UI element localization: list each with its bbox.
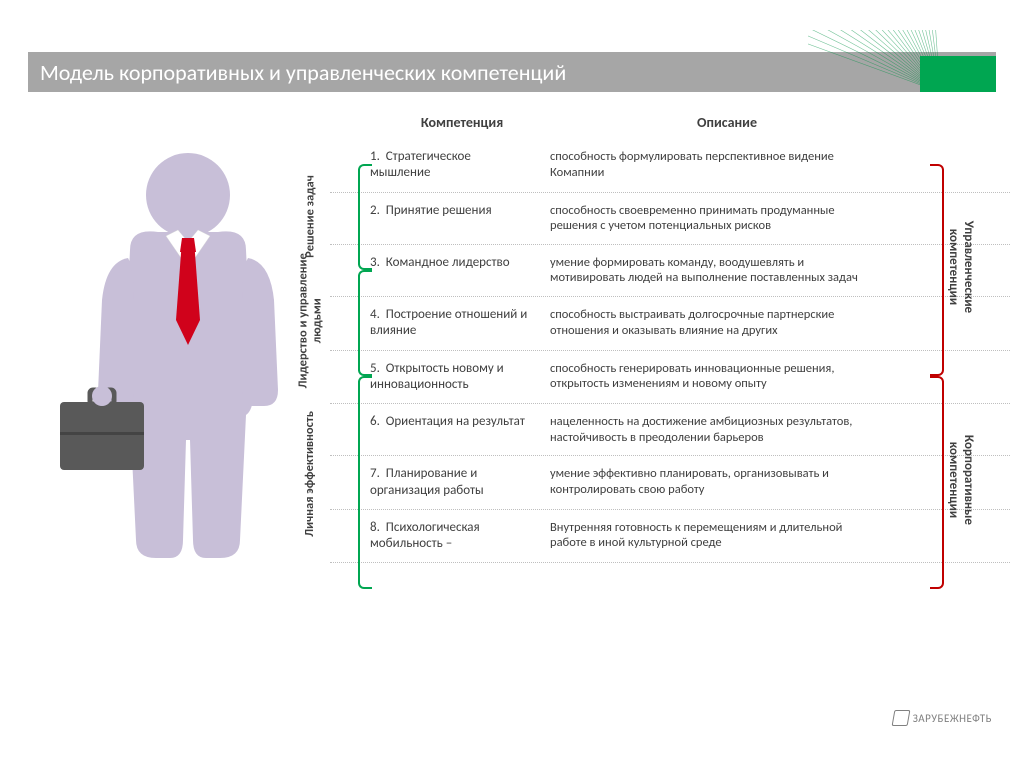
competency-table: Компетенция Описание 1. Стратегическое м… (330, 114, 1010, 563)
table-row: 3. Командное лидерствоумение формировать… (330, 245, 1010, 297)
left-group-label: Лидерство и управление людьми (296, 251, 324, 391)
competency-desc: способность формулировать перспективное … (542, 149, 882, 180)
table-row: 2. Принятие решенияспособность своевреме… (330, 193, 1010, 245)
table-row: 7. Планирование и организация работыумен… (330, 456, 1010, 510)
company-logo: ЗАРУБЕЖНЕФТЬ (893, 710, 992, 726)
decorative-fan (808, 30, 938, 98)
table-row: 6. Ориентация на результатнацеленность н… (330, 404, 1010, 456)
competency-desc: способность генерировать инновационные р… (542, 361, 882, 392)
left-bracket (358, 164, 372, 270)
competency-desc: способность выстраивать долгосрочные пар… (542, 307, 882, 338)
competency-desc: способность своевременно принимать проду… (542, 203, 882, 234)
header-description: Описание (562, 114, 892, 131)
left-bracket (358, 270, 372, 376)
competency-desc: Внутренняя готовность к перемещениям и д… (542, 520, 882, 551)
right-group-label: Управленческие компетенции (945, 187, 975, 347)
accent-green-box (920, 56, 996, 92)
logo-icon (891, 710, 910, 726)
right-bracket (930, 376, 944, 589)
table-row: 8. Психологическая мобильность –Внутренн… (330, 510, 1010, 564)
right-bracket (930, 164, 944, 376)
left-group-label: Личная эффективность (303, 403, 317, 543)
table-row: 1. Стратегическое мышлениеспособность фо… (330, 139, 1010, 193)
slide: Модель корпоративных и управленческих ко… (28, 30, 996, 730)
businessman-figure (48, 140, 303, 570)
table-header: Компетенция Описание (330, 114, 1010, 131)
slide-title: Модель корпоративных и управленческих ко… (28, 59, 566, 86)
competency-desc: умение эффективно планировать, организов… (542, 466, 882, 497)
table-row: 4. Построение отношений и влияниеспособн… (330, 297, 1010, 351)
table-row: 5. Открытость новому и инновационностьсп… (330, 351, 1010, 405)
right-group-label: Корпоративные компетенции (945, 399, 975, 559)
logo-text: ЗАРУБЕЖНЕФТЬ (913, 712, 992, 725)
competency-desc: умение формировать команду, воодушевлять… (542, 255, 882, 286)
left-bracket (358, 376, 372, 589)
competency-desc: нацеленность на достижение амбициозных р… (542, 414, 882, 445)
header-competency: Компетенция (362, 114, 562, 131)
